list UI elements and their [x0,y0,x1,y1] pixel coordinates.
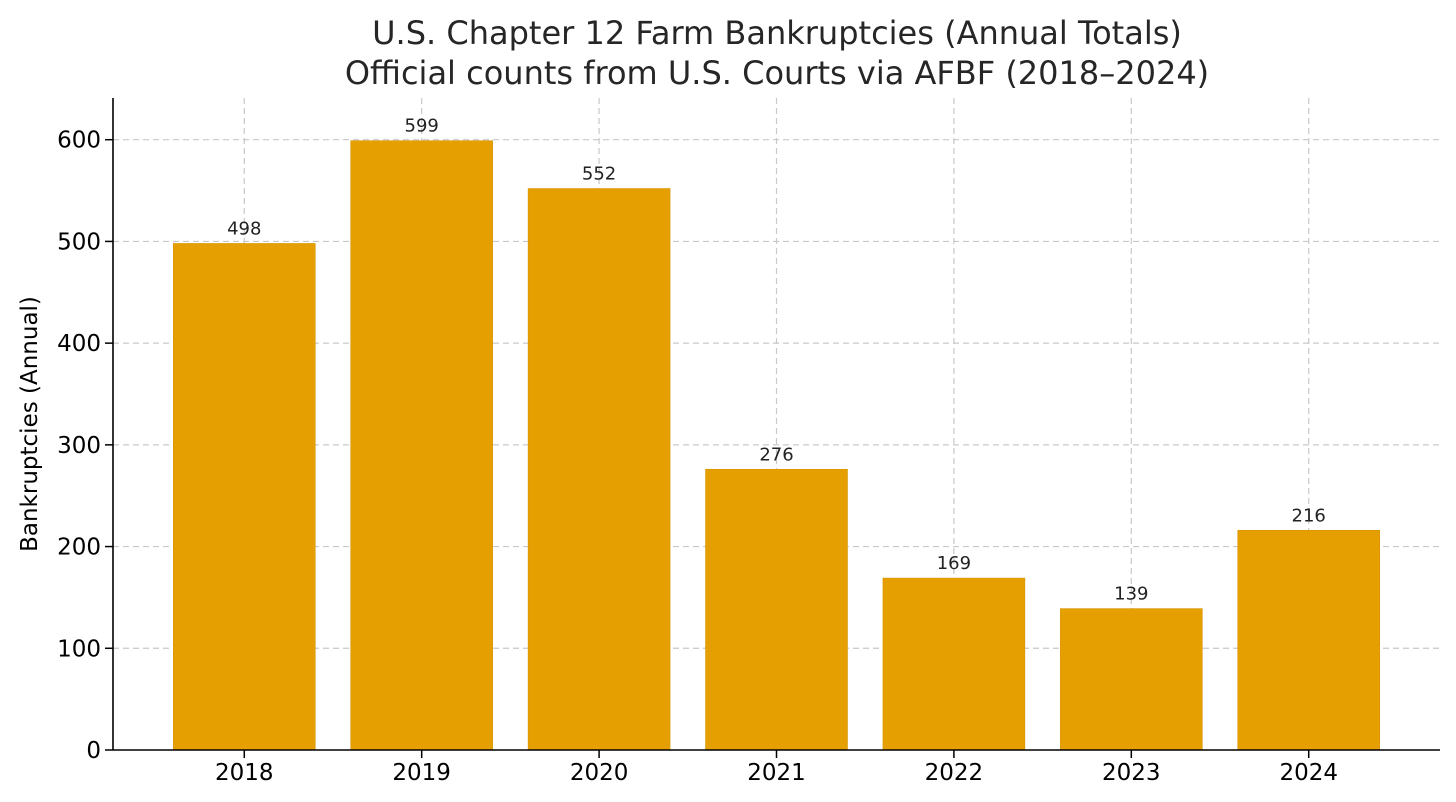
chart-title: U.S. Chapter 12 Farm Bankruptcies (Annua… [372,14,1182,52]
y-tick-label: 400 [57,331,101,357]
data-label-2019: 599 [405,116,439,137]
data-label-2021: 276 [759,444,793,465]
bar-2022 [882,577,1026,751]
x-tick-label: 2021 [747,760,806,786]
y-tick-label: 500 [57,229,101,255]
y-tick-label: 100 [57,636,101,662]
bars [173,140,1380,751]
bar-2018 [173,243,316,751]
bar-2019 [350,140,493,751]
chart-subtitle: Official counts from U.S. Courts via AFB… [345,54,1209,92]
data-label-2024: 216 [1292,505,1326,526]
y-tick-label: 600 [57,128,101,154]
axes: 0 100 200 300 400 500 600 2018 2019 2020 2021 2022 2… [57,98,1440,786]
bar-2024 [1237,529,1380,751]
data-label-2018: 498 [227,218,261,239]
x-tick-label: 2020 [570,760,629,786]
y-tick-label: 300 [57,433,101,459]
data-labels: 498 599 552 276 169 139 216 [227,116,1326,605]
bar-2023 [1060,608,1203,751]
x-tick-label: 2018 [215,760,274,786]
x-tick-label: 2023 [1102,760,1161,786]
bar-2020 [527,188,671,751]
y-axis-label: Bankruptcies (Annual) [17,296,43,552]
data-label-2023: 139 [1114,584,1148,605]
x-tick-label: 2024 [1279,760,1338,786]
x-tick-label: 2022 [925,760,984,786]
x-tick-label: 2019 [392,760,451,786]
y-tick-label: 200 [57,535,101,561]
bar-2021 [705,468,848,751]
data-label-2020: 552 [582,164,616,185]
data-label-2022: 169 [937,553,971,574]
y-tick-label: 0 [86,738,101,764]
